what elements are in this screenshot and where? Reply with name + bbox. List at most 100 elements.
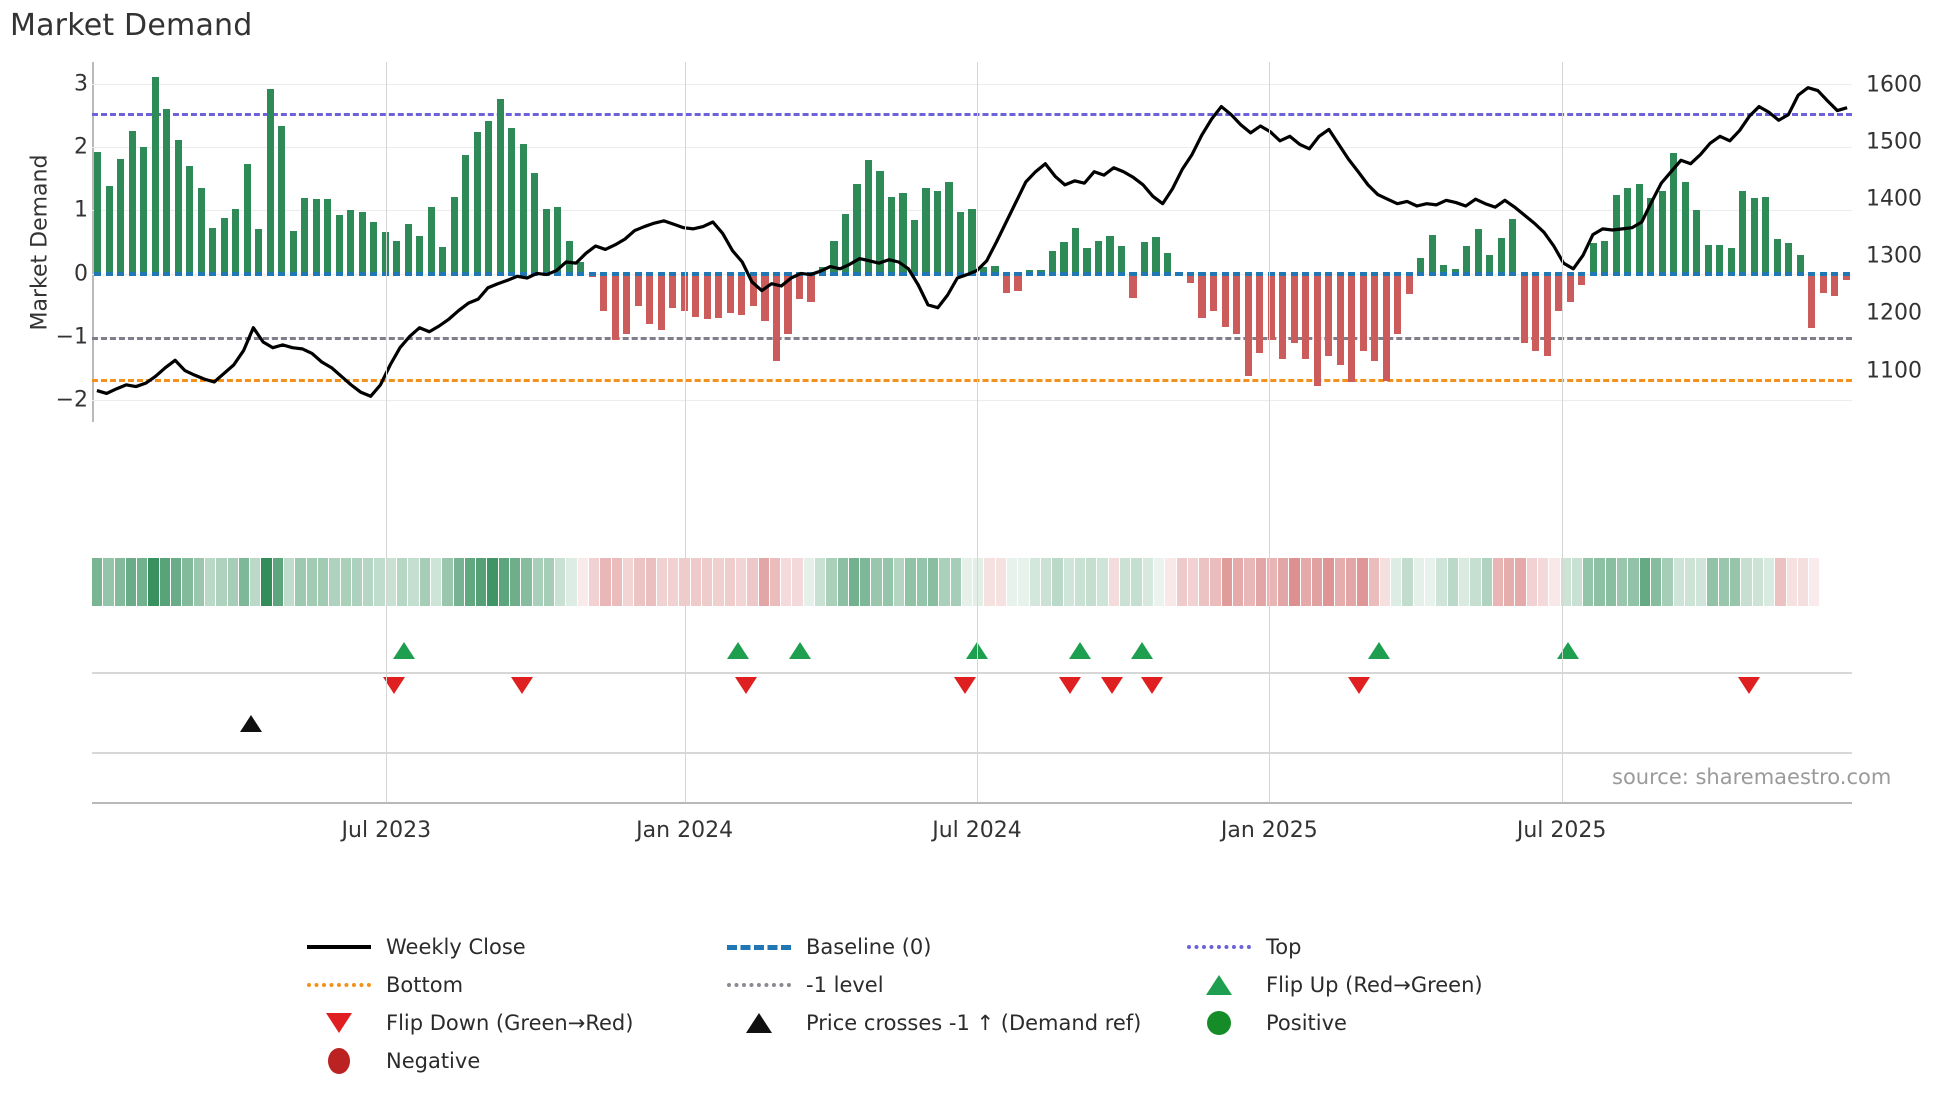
baseline-segment	[1739, 271, 1747, 276]
strip-cell	[1345, 558, 1357, 606]
x-tick-label: Jul 2023	[341, 818, 432, 843]
strip-cell	[1447, 558, 1458, 606]
baseline-segment	[186, 271, 194, 276]
demand-bar	[841, 213, 850, 274]
legend-item[interactable]: Negative	[300, 1042, 720, 1080]
demand-bar	[347, 210, 355, 274]
legend-item-label: Negative	[386, 1049, 481, 1073]
strip-cell	[1775, 558, 1786, 606]
legend-item[interactable]: -1 level	[720, 966, 1180, 1004]
plot-area	[92, 62, 1852, 422]
baseline-segment	[1785, 271, 1793, 276]
strip-cell	[193, 558, 204, 606]
baseline-segment	[462, 271, 470, 276]
baseline-segment	[1117, 271, 1126, 276]
strip-cell	[905, 558, 916, 606]
demand-bar	[761, 273, 769, 321]
strip-cell	[724, 558, 735, 606]
demand-bar	[968, 208, 976, 274]
baseline-segment	[485, 271, 493, 276]
baseline-segment	[335, 271, 343, 276]
y-tick-left: 1	[74, 197, 88, 223]
legend-item[interactable]: Weekly Close	[300, 928, 720, 966]
legend-item[interactable]: Bottom	[300, 966, 720, 1004]
demand-bar	[324, 199, 332, 274]
baseline-segment	[1336, 271, 1344, 276]
demand-bar	[565, 240, 573, 274]
legend-item[interactable]: Flip Up (Red→Green)	[1180, 966, 1600, 1004]
strip-cell	[317, 558, 329, 606]
baseline-segment	[1647, 271, 1655, 276]
weekly-close-line-icon	[307, 945, 371, 949]
strip-cell	[566, 558, 577, 606]
strip-cell	[1142, 558, 1153, 606]
strip-cell	[1391, 558, 1402, 606]
y-axis-spine	[92, 62, 94, 422]
demand-bar	[151, 76, 159, 274]
y-tick-right: 1200	[1866, 300, 1922, 326]
strip-cell	[713, 558, 724, 606]
demand-bar	[1313, 273, 1321, 386]
demand-bar	[1359, 273, 1367, 351]
baseline-segment	[692, 271, 700, 276]
baseline-segment	[1624, 271, 1632, 276]
strip-cell	[1176, 558, 1187, 606]
strip-cell	[1413, 558, 1425, 606]
baseline-segment	[1727, 271, 1735, 276]
demand-bar	[749, 273, 757, 307]
demand-bar	[876, 171, 884, 274]
demand-bar	[623, 273, 631, 334]
baseline-segment	[910, 271, 919, 276]
strip-cell	[589, 558, 600, 606]
demand-bar	[393, 240, 401, 274]
demand-bar	[772, 273, 780, 361]
legend-item-label: Flip Up (Red→Green)	[1266, 973, 1483, 997]
demand-bar	[1221, 273, 1229, 328]
x-gridline	[976, 62, 978, 802]
strip-cell	[1673, 558, 1684, 606]
demand-bar	[1543, 273, 1551, 356]
legend-item[interactable]: Positive	[1180, 1004, 1600, 1042]
baseline-segment	[255, 271, 263, 276]
demand-bar	[657, 273, 665, 331]
strip-cell	[1153, 558, 1165, 606]
baseline-segment	[899, 271, 907, 276]
strip-cell	[656, 558, 668, 606]
strip-cell	[464, 558, 476, 606]
legend-item[interactable]: Baseline (0)	[720, 928, 1180, 966]
demand-bar	[1002, 273, 1011, 293]
baseline-segment	[105, 271, 113, 276]
demand-bar	[956, 211, 965, 274]
strip-cell	[329, 558, 340, 606]
baseline-segment	[577, 271, 585, 276]
strip-cell	[1458, 558, 1470, 606]
x-tick-label: Jan 2024	[636, 818, 734, 843]
baseline-segment	[1773, 271, 1781, 276]
demand-bar	[738, 273, 746, 316]
baseline-segment	[1071, 271, 1080, 276]
legend-row: Flip Down (Green→Red) Price crosses -1 ↑ …	[300, 1004, 1700, 1042]
strip-cell	[92, 558, 103, 606]
demand-bar	[646, 273, 654, 325]
demand-bar	[508, 128, 516, 274]
legend-item[interactable]: Price crosses -1 ↑ (Demand ref)	[720, 1004, 1180, 1042]
baseline-segment	[278, 271, 286, 276]
strip-cell	[1526, 558, 1537, 606]
strip-cell	[1763, 558, 1775, 606]
demand-bar	[1842, 273, 1850, 280]
legend-item[interactable]: Flip Down (Green→Red)	[300, 1004, 720, 1042]
baseline-segment	[1635, 271, 1643, 276]
gridline	[92, 147, 1852, 149]
strip-cell	[1018, 558, 1029, 606]
baseline-segment	[669, 271, 677, 276]
baseline-segment	[174, 271, 182, 276]
flip-up-marker	[1069, 642, 1092, 659]
legend-item[interactable]: Top	[1180, 928, 1600, 966]
demand-bar	[1152, 236, 1160, 274]
demand-bar	[1589, 243, 1597, 274]
strip-cell	[1402, 558, 1413, 606]
strip-cell	[103, 558, 114, 606]
strip-cell	[1571, 558, 1583, 606]
strip-cell	[227, 558, 238, 606]
flip-down-marker	[954, 677, 977, 694]
